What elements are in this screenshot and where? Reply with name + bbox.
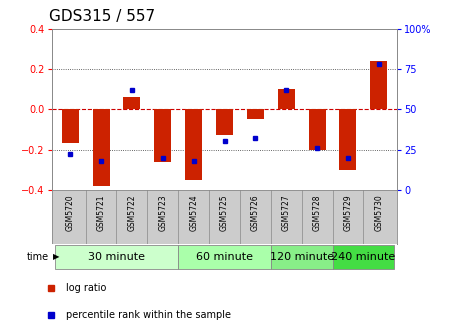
Bar <box>55 245 178 269</box>
Bar <box>92 109 110 186</box>
Text: GSM5729: GSM5729 <box>343 194 352 231</box>
Text: 240 minute: 240 minute <box>331 252 396 261</box>
Bar <box>278 89 295 109</box>
Text: GDS315 / 557: GDS315 / 557 <box>49 8 155 24</box>
Text: percentile rank within the sample: percentile rank within the sample <box>66 310 231 320</box>
Text: GSM5728: GSM5728 <box>313 194 321 230</box>
Bar <box>370 61 387 109</box>
Text: time: time <box>27 252 49 261</box>
Text: 120 minute: 120 minute <box>269 252 334 261</box>
Text: 30 minute: 30 minute <box>88 252 145 261</box>
Bar <box>178 245 271 269</box>
Text: log ratio: log ratio <box>66 283 107 293</box>
Bar <box>123 97 141 109</box>
Text: GSM5726: GSM5726 <box>251 194 260 231</box>
Text: ▶: ▶ <box>53 252 59 261</box>
Bar <box>308 109 326 150</box>
Bar <box>333 245 394 269</box>
Bar <box>154 109 171 162</box>
Text: GSM5721: GSM5721 <box>97 194 106 230</box>
Bar <box>247 109 264 119</box>
Bar <box>271 245 333 269</box>
Bar <box>185 109 202 180</box>
Text: GSM5723: GSM5723 <box>158 194 167 231</box>
Bar <box>62 109 79 143</box>
Text: GSM5722: GSM5722 <box>128 194 136 230</box>
Text: GSM5725: GSM5725 <box>220 194 229 231</box>
Bar <box>216 109 233 135</box>
Text: GSM5724: GSM5724 <box>189 194 198 231</box>
Text: 60 minute: 60 minute <box>196 252 253 261</box>
Bar <box>339 109 357 170</box>
Text: GSM5720: GSM5720 <box>66 194 75 231</box>
Text: GSM5730: GSM5730 <box>374 194 383 231</box>
Text: GSM5727: GSM5727 <box>282 194 291 231</box>
